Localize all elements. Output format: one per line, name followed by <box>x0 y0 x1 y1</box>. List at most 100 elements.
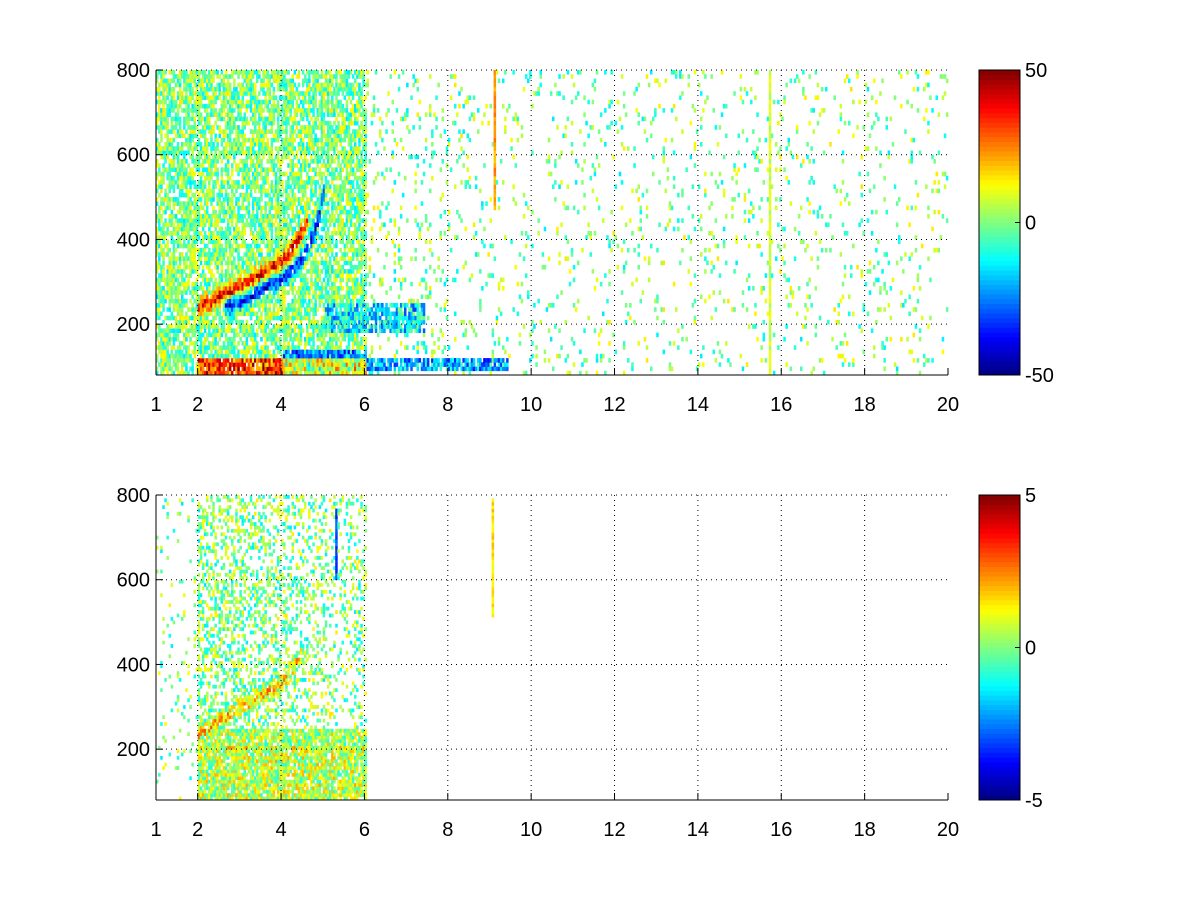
heatmap-cell <box>241 370 244 376</box>
heatmap-cell <box>310 362 313 367</box>
heatmap-cell <box>297 231 301 236</box>
heatmap-cell <box>258 353 261 359</box>
heatmap-cell <box>291 281 294 287</box>
heatmap-cell <box>214 260 217 266</box>
heatmap-cell <box>193 120 196 126</box>
heatmap-cell <box>329 239 332 244</box>
heatmap-cell <box>308 125 311 130</box>
heatmap-cell <box>195 163 199 168</box>
heatmap-cell <box>316 353 319 359</box>
heatmap-cell <box>339 235 342 240</box>
heatmap-cell <box>318 353 322 359</box>
heatmap-cell <box>326 99 330 105</box>
heatmap-cell <box>170 175 174 181</box>
heatmap-cell <box>231 209 234 215</box>
heatmap-cell <box>312 78 315 84</box>
heatmap-cell <box>210 260 213 266</box>
heatmap-cell <box>260 281 263 287</box>
heatmap-cell <box>160 218 163 223</box>
heatmap-cell <box>158 146 161 151</box>
heatmap-cell <box>276 108 280 113</box>
heatmap-cell <box>185 298 188 304</box>
heatmap-cell <box>318 167 322 172</box>
heatmap-cell <box>176 353 180 359</box>
heatmap-cell <box>333 112 336 117</box>
heatmap-cell <box>270 226 274 232</box>
heatmap-cell <box>301 125 305 130</box>
heatmap-cell <box>201 129 205 134</box>
heatmap-cell <box>279 256 282 261</box>
heatmap-cell <box>247 303 251 308</box>
heatmap-cell <box>245 252 249 257</box>
heatmap-cell <box>166 286 169 291</box>
heatmap-cell <box>168 86 171 92</box>
heatmap-cell <box>193 353 196 359</box>
heatmap-cell <box>262 231 265 236</box>
heatmap-cell <box>189 269 192 274</box>
heatmap-cell <box>326 180 330 185</box>
heatmap-cell <box>189 353 192 359</box>
heatmap-cell <box>306 353 309 359</box>
heatmap-cell <box>233 294 236 300</box>
heatmap-cell <box>274 226 278 232</box>
heatmap-cell <box>331 332 334 338</box>
heatmap-cell <box>335 362 338 367</box>
heatmap-cell <box>222 201 226 206</box>
heatmap-cell <box>318 290 322 295</box>
heatmap-cell <box>176 150 180 156</box>
heatmap-cell <box>224 307 228 312</box>
heatmap-cell <box>274 370 278 376</box>
heatmap-cell <box>254 286 257 291</box>
heatmap-cell <box>228 154 232 160</box>
heatmap-cell <box>272 214 276 219</box>
heatmap-cell <box>156 99 159 105</box>
heatmap-cell <box>293 328 297 333</box>
heatmap-cell <box>322 171 326 177</box>
heatmap-cell <box>237 218 240 223</box>
heatmap-cell <box>312 108 315 113</box>
heatmap-cell <box>291 82 294 88</box>
heatmap-cell <box>329 341 332 346</box>
heatmap-cell <box>220 205 224 211</box>
heatmap-cell <box>281 108 284 113</box>
heatmap-cell <box>260 209 263 215</box>
heatmap-cell <box>329 358 332 363</box>
heatmap-cell <box>222 95 226 100</box>
heatmap-cell <box>306 175 309 181</box>
heatmap-cell <box>341 129 344 134</box>
heatmap-cell <box>199 324 203 329</box>
heatmap-cell <box>166 78 169 84</box>
heatmap-cell <box>324 222 328 228</box>
heatmap-cell <box>206 205 209 211</box>
heatmap-cell <box>326 78 330 84</box>
heatmap-cell <box>187 86 190 92</box>
heatmap-cell <box>299 197 303 202</box>
heatmap-cell <box>243 243 246 249</box>
heatmap-cell <box>299 243 303 249</box>
heatmap-cell <box>247 150 251 156</box>
heatmap-cell <box>226 315 230 321</box>
heatmap-cell <box>256 349 259 355</box>
heatmap-cell <box>191 311 194 317</box>
heatmap-cell <box>185 311 188 317</box>
heatmap-cell <box>274 209 278 215</box>
heatmap-cell <box>241 142 244 147</box>
heatmap-cell <box>251 146 255 151</box>
heatmap-cell <box>287 95 290 100</box>
heatmap-cell <box>343 129 347 134</box>
heatmap-cell <box>301 290 305 295</box>
heatmap-cell <box>162 226 165 232</box>
heatmap-cell <box>195 247 199 253</box>
heatmap-cell <box>166 205 169 211</box>
heatmap-cell <box>320 82 324 88</box>
heatmap-cell <box>174 171 178 177</box>
heatmap-cell <box>335 137 338 143</box>
heatmap-cell <box>197 370 201 376</box>
heatmap-cell <box>212 125 215 130</box>
heatmap-cell <box>201 290 205 295</box>
heatmap-cell <box>237 167 240 172</box>
heatmap-cell <box>166 201 169 206</box>
heatmap-cell <box>329 78 332 84</box>
heatmap-cell <box>156 269 159 274</box>
heatmap-cell <box>210 175 213 181</box>
